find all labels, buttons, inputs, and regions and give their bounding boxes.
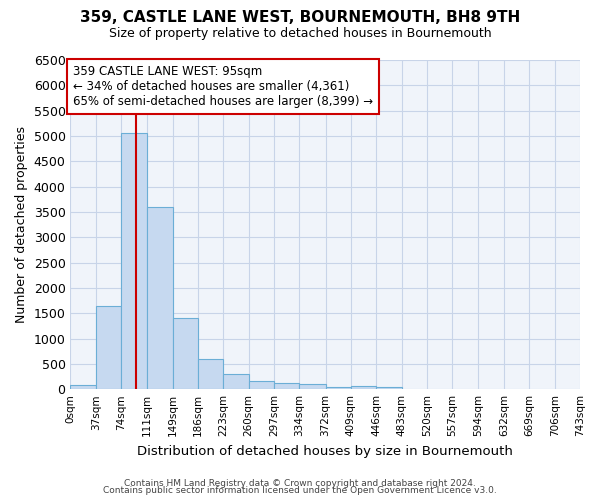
- Bar: [121, 134, 146, 389]
- Text: Contains HM Land Registry data © Crown copyright and database right 2024.: Contains HM Land Registry data © Crown c…: [124, 478, 476, 488]
- Text: 359 CASTLE LANE WEST: 95sqm
← 34% of detached houses are smaller (4,361)
65% of : 359 CASTLE LANE WEST: 95sqm ← 34% of det…: [73, 65, 373, 108]
- Bar: [173, 318, 198, 389]
- X-axis label: Distribution of detached houses by size in Bournemouth: Distribution of detached houses by size …: [137, 444, 513, 458]
- Text: 359, CASTLE LANE WEST, BOURNEMOUTH, BH8 9TH: 359, CASTLE LANE WEST, BOURNEMOUTH, BH8 …: [80, 10, 520, 25]
- Bar: [274, 382, 299, 389]
- Bar: [146, 207, 173, 389]
- Bar: [326, 386, 351, 389]
- Bar: [249, 381, 274, 389]
- Bar: [376, 386, 401, 389]
- Bar: [96, 306, 121, 389]
- Text: Contains public sector information licensed under the Open Government Licence v3: Contains public sector information licen…: [103, 486, 497, 495]
- Y-axis label: Number of detached properties: Number of detached properties: [15, 126, 28, 323]
- Bar: [70, 386, 96, 389]
- Bar: [198, 359, 223, 389]
- Bar: [299, 384, 326, 389]
- Bar: [351, 386, 376, 389]
- Text: Size of property relative to detached houses in Bournemouth: Size of property relative to detached ho…: [109, 28, 491, 40]
- Bar: [223, 374, 249, 389]
